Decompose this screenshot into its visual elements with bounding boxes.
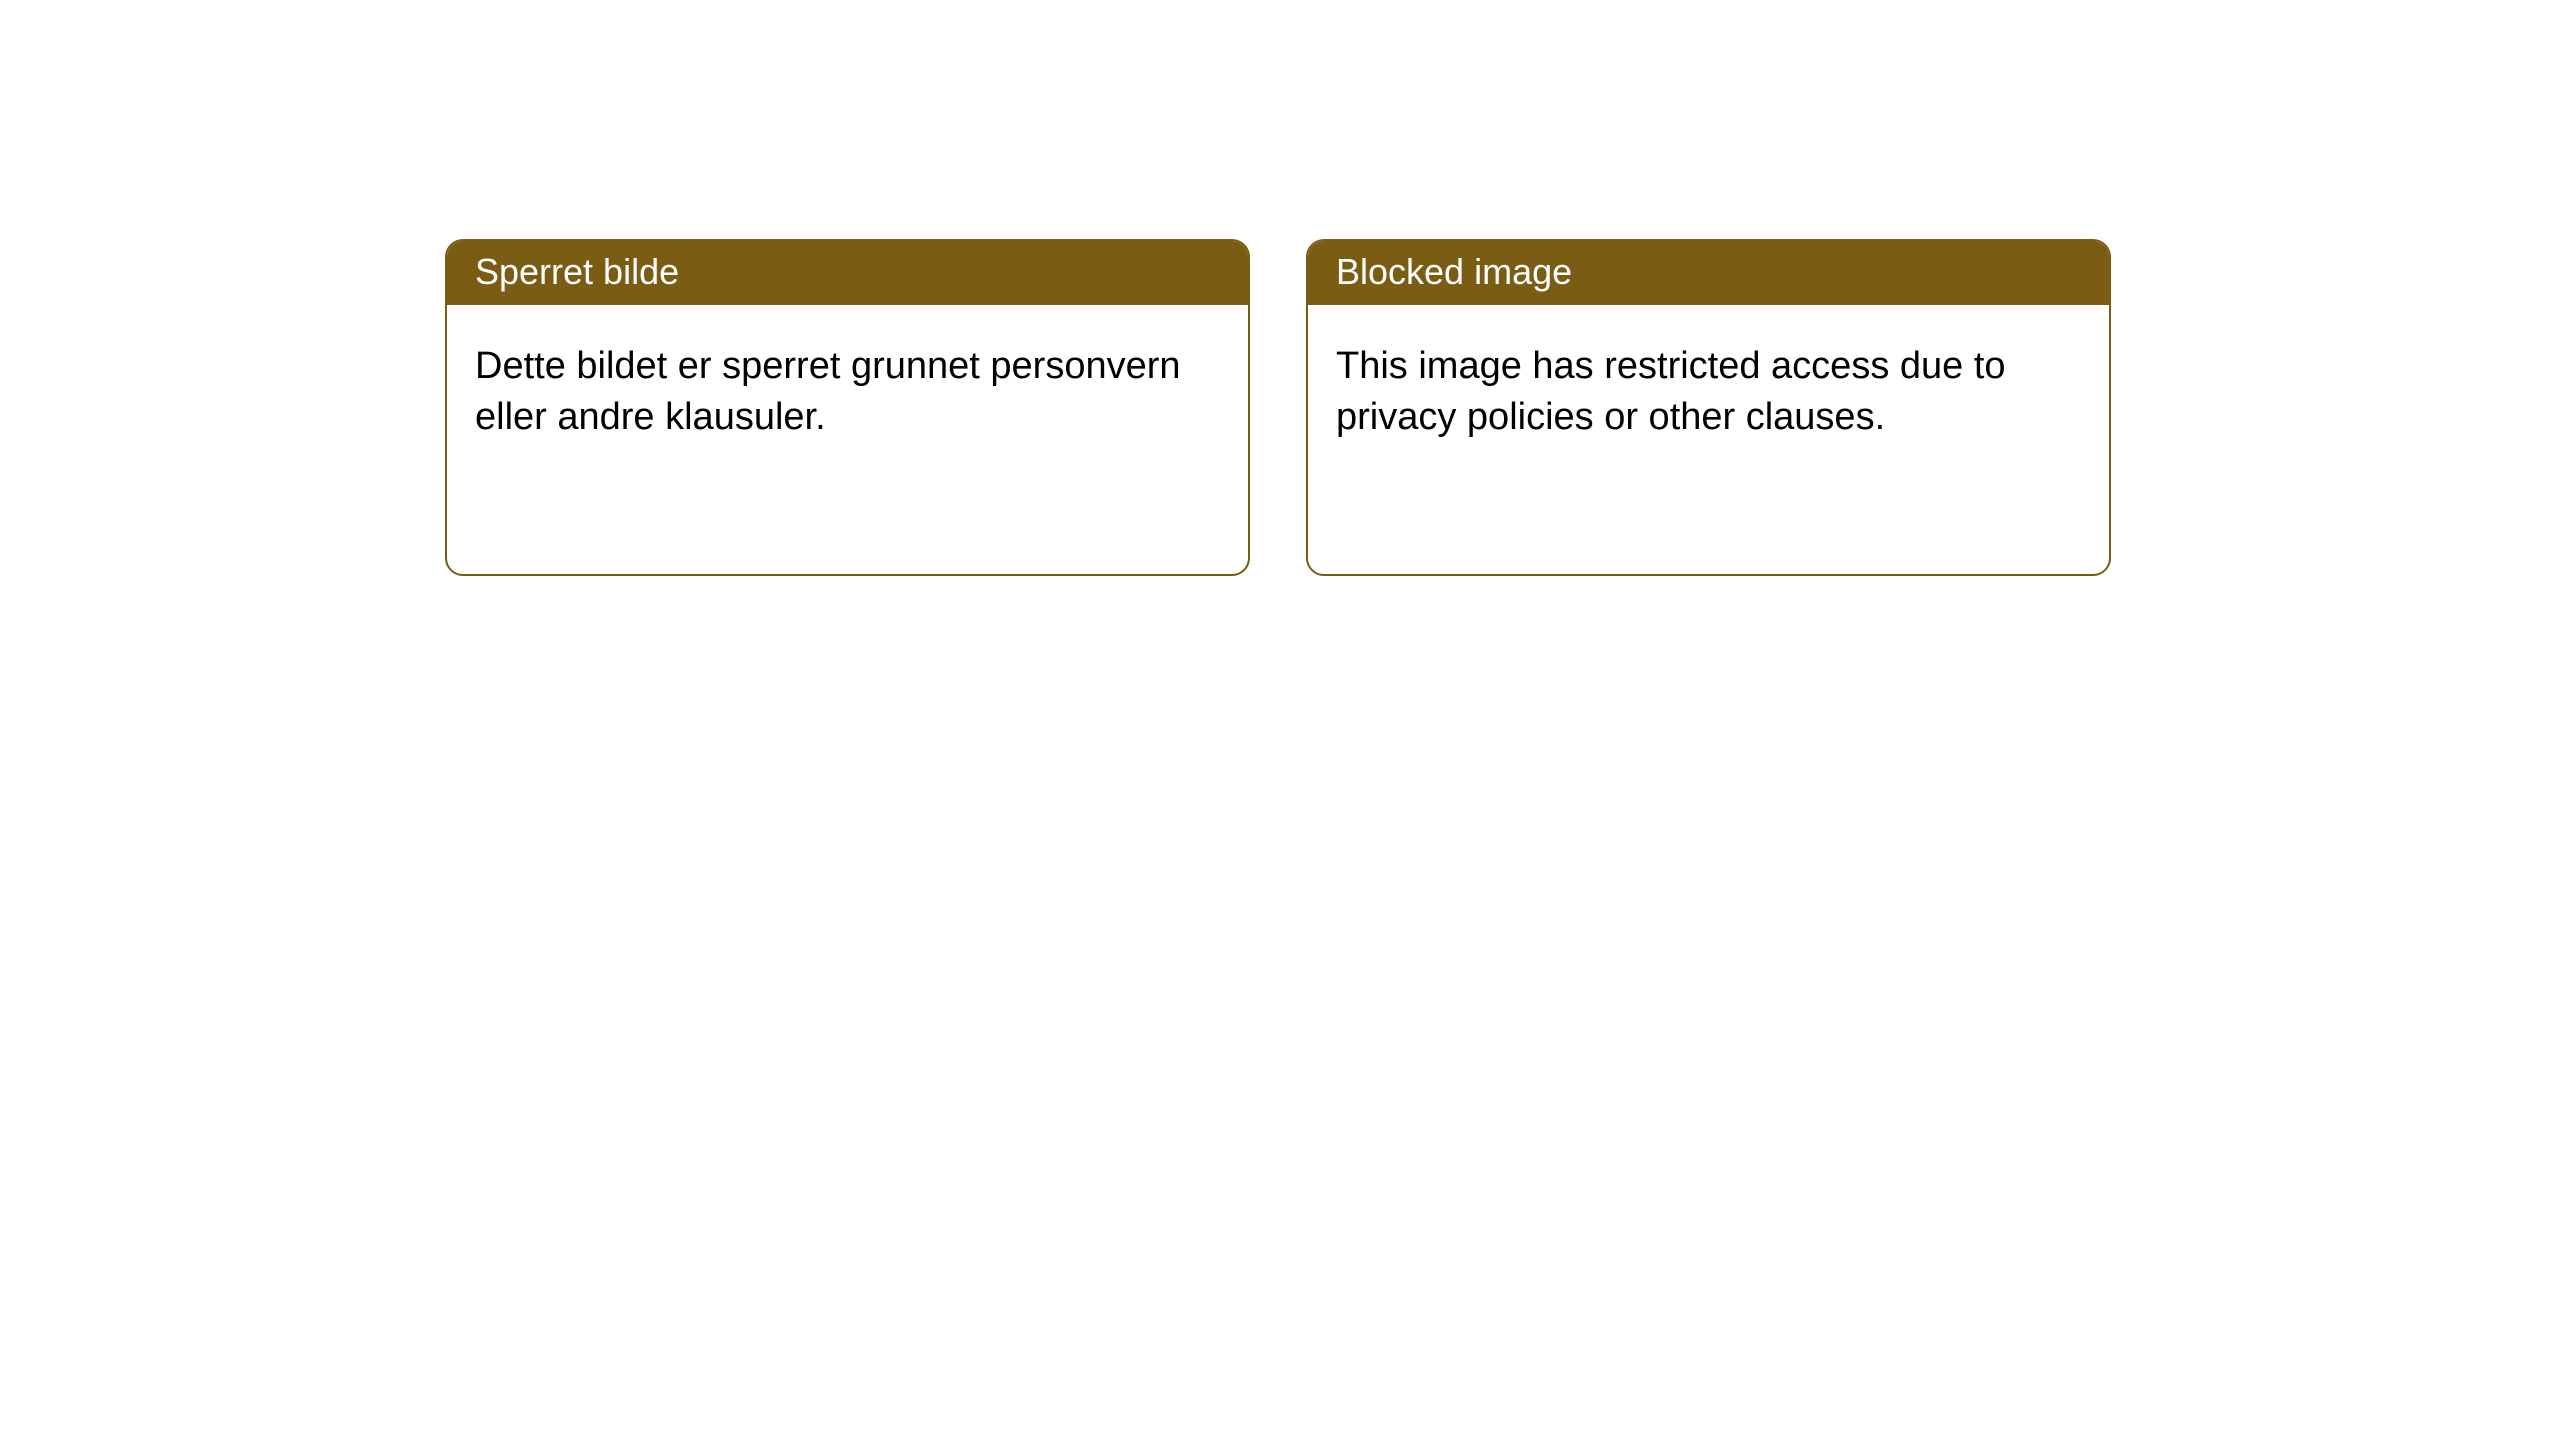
card-body-text: Dette bildet er sperret grunnet personve…	[475, 345, 1181, 438]
card-title: Blocked image	[1336, 251, 1572, 292]
blocked-image-card-no: Sperret bilde Dette bildet er sperret gr…	[445, 239, 1250, 576]
blocked-image-card-en: Blocked image This image has restricted …	[1306, 239, 2111, 576]
card-body-text: This image has restricted access due to …	[1336, 345, 2006, 438]
cards-container: Sperret bilde Dette bildet er sperret gr…	[0, 0, 2560, 576]
card-header: Sperret bilde	[447, 241, 1248, 305]
card-body: This image has restricted access due to …	[1308, 305, 2109, 480]
card-title: Sperret bilde	[475, 251, 679, 292]
card-header: Blocked image	[1308, 241, 2109, 305]
card-body: Dette bildet er sperret grunnet personve…	[447, 305, 1248, 480]
